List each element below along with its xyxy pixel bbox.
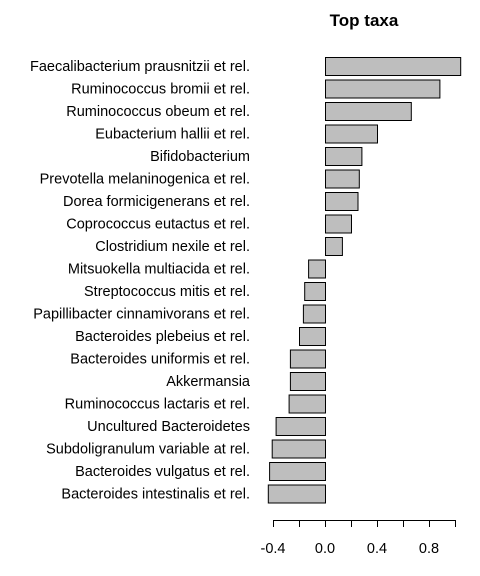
bar-16 [288,394,327,414]
x-tick-label: -0.4 [261,541,286,557]
category-label: Dorea formicigenerans et rel. [63,194,250,210]
category-label: Mitsuokella multiacida et rel. [68,262,250,278]
category-label: Ruminococcus obeum et rel. [66,104,250,120]
bar-2 [325,79,441,99]
x-tick-label: 0.4 [367,541,387,557]
bar-13 [299,327,326,346]
category-label: Bacteroides uniformis et rel. [70,352,250,368]
category-label: Ruminococcus bromii et rel. [71,82,250,98]
x-axis: -0.4 0.0 0.4 0.8 [261,520,456,557]
category-label: Ruminococcus lactaris et rel. [65,397,250,413]
bar-1 [325,57,462,76]
bar-9 [325,237,343,256]
category-label: Akkermansia [166,374,251,390]
category-label: Prevotella melaninogenica et rel. [40,172,250,188]
category-label: Subdoligranulum variable at rel. [46,442,250,458]
category-label: Bifidobacterium [150,149,250,165]
bar-7 [325,192,359,211]
category-label: Bacteroides plebeius et rel. [75,329,250,345]
bar-15 [289,372,326,391]
bars-group [267,57,462,504]
bar-20 [267,484,326,504]
bar-14 [289,349,326,369]
category-label: Papillibacter cinnamivorans et rel. [33,307,250,323]
category-label: Bacteroides vulgatus et rel. [75,464,250,480]
category-label: Coprococcus eutactus et rel. [66,217,250,233]
bar-8 [325,214,352,234]
category-label: Bacteroides intestinalis et rel. [61,487,250,503]
bar-4 [325,124,378,144]
bar-5 [325,147,363,166]
category-label: Clostridium nexile et rel. [95,239,250,255]
bar-11 [304,282,327,301]
category-label: Eubacterium hallii et rel. [95,127,250,143]
chart-title: Top taxa [330,11,399,30]
bar-18 [271,439,327,459]
category-label: Faecalibacterium prausnitzii et rel. [30,59,250,75]
bar-3 [325,102,412,121]
bar-12 [302,304,326,324]
category-labels-group: Faecalibacterium prausnitzii et rel. Rumi… [30,59,251,503]
x-tick-label: 0.0 [315,541,335,557]
bar-10 [308,259,327,279]
category-label: Uncultured Bacteroidetes [87,419,250,435]
category-label: Streptococcus mitis et rel. [84,284,250,300]
bar-17 [275,417,327,436]
bar-6 [325,169,360,189]
bar-19 [269,462,327,481]
x-tick-label: 0.8 [419,541,439,557]
